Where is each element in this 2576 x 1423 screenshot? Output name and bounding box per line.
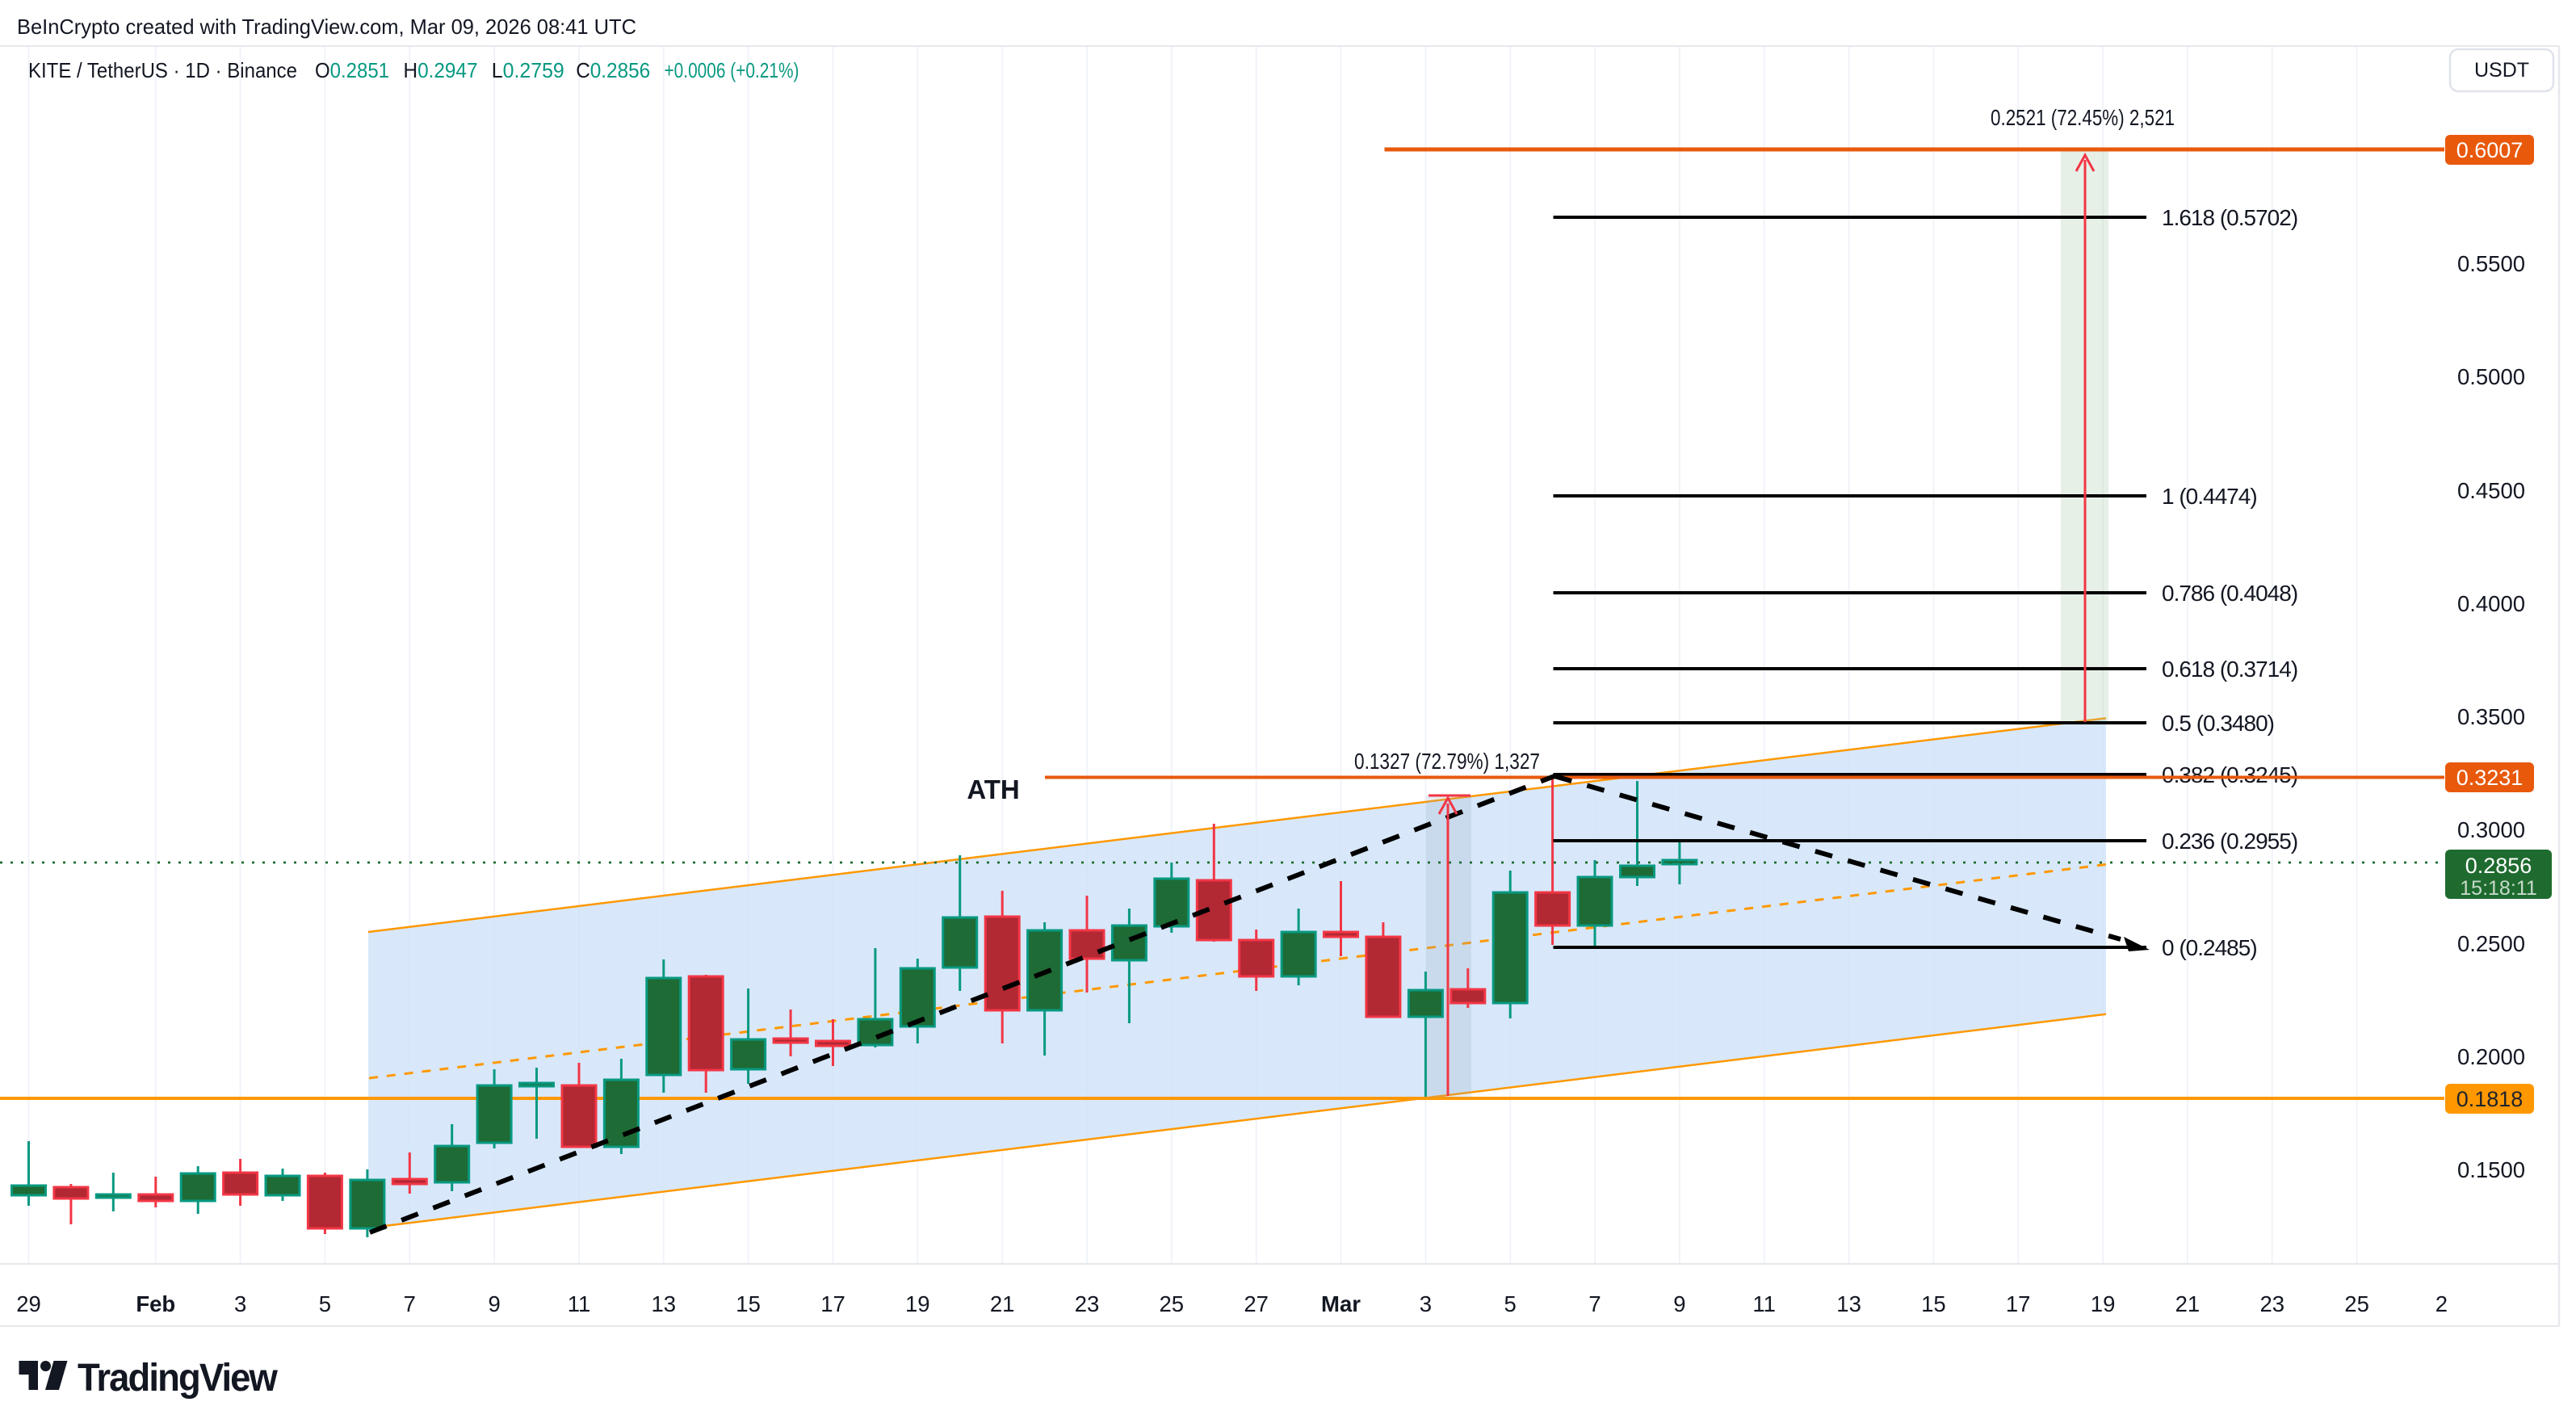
svg-text:15: 15 — [736, 1291, 761, 1316]
svg-text:25: 25 — [2344, 1291, 2369, 1316]
svg-text:0.4500: 0.4500 — [2457, 478, 2525, 503]
svg-text:0.1818: 0.1818 — [2456, 1087, 2524, 1111]
svg-text:11: 11 — [568, 1291, 591, 1316]
svg-text:0.236 (0.2955): 0.236 (0.2955) — [2162, 829, 2297, 854]
svg-text:0.4000: 0.4000 — [2457, 591, 2525, 616]
svg-text:0.2856: 0.2856 — [2465, 854, 2532, 878]
svg-text:1 (0.4474): 1 (0.4474) — [2162, 484, 2257, 509]
svg-text:7: 7 — [1588, 1291, 1601, 1316]
svg-text:27: 27 — [1244, 1291, 1269, 1316]
svg-text:13: 13 — [652, 1291, 677, 1316]
svg-text:0.786 (0.4048): 0.786 (0.4048) — [2162, 581, 2297, 606]
svg-text:5: 5 — [319, 1291, 331, 1316]
svg-text:+0.0006 (+0.21%): +0.0006 (+0.21%) — [665, 58, 799, 82]
svg-text:1.618 (0.5702): 1.618 (0.5702) — [2162, 205, 2297, 230]
svg-text:0.1500: 0.1500 — [2457, 1157, 2525, 1182]
svg-text:0.3500: 0.3500 — [2457, 704, 2525, 729]
svg-text:15: 15 — [1921, 1291, 1946, 1316]
svg-text:0.6007: 0.6007 — [2456, 138, 2524, 162]
svg-text:BeInCrypto created with Tradin: BeInCrypto created with TradingView.com,… — [17, 15, 636, 39]
svg-text:21: 21 — [2175, 1291, 2201, 1316]
svg-text:C0.2856: C0.2856 — [576, 58, 650, 82]
svg-text:H0.2947: H0.2947 — [404, 58, 478, 82]
svg-text:3: 3 — [1420, 1291, 1432, 1316]
svg-text:KITE / TetherUS · 1D · Binance: KITE / TetherUS · 1D · Binance — [28, 58, 297, 82]
svg-text:9: 9 — [488, 1291, 500, 1316]
svg-text:0.382 (0.3245): 0.382 (0.3245) — [2162, 762, 2297, 787]
svg-text:13: 13 — [1836, 1291, 1861, 1316]
svg-text:0.5500: 0.5500 — [2457, 251, 2525, 276]
svg-text:0.3000: 0.3000 — [2457, 817, 2525, 842]
svg-text:0.2500: 0.2500 — [2457, 931, 2525, 956]
svg-text:ATH: ATH — [967, 774, 1019, 804]
svg-text:25: 25 — [1160, 1291, 1185, 1316]
svg-text:5: 5 — [1504, 1291, 1517, 1316]
svg-text:USDT: USDT — [2474, 59, 2529, 82]
svg-text:15:18:11: 15:18:11 — [2460, 877, 2536, 900]
svg-text:21: 21 — [990, 1291, 1015, 1316]
svg-text:0.2521 (72.45%) 2,521: 0.2521 (72.45%) 2,521 — [1991, 105, 2175, 130]
svg-text:11: 11 — [1752, 1291, 1776, 1316]
svg-text:0.618 (0.3714): 0.618 (0.3714) — [2162, 657, 2297, 682]
svg-text:0.1327 (72.79%) 1,327: 0.1327 (72.79%) 1,327 — [1354, 749, 1540, 774]
svg-text:9: 9 — [1673, 1291, 1685, 1316]
svg-text:0.5 (0.3480): 0.5 (0.3480) — [2162, 711, 2274, 736]
svg-text:L0.2759: L0.2759 — [492, 58, 564, 82]
svg-text:0.5000: 0.5000 — [2457, 364, 2525, 389]
svg-text:TradingView: TradingView — [78, 1357, 279, 1400]
svg-text:0 (0.2485): 0 (0.2485) — [2162, 935, 2257, 960]
svg-text:0.3231: 0.3231 — [2456, 766, 2524, 790]
svg-text:7: 7 — [404, 1291, 416, 1316]
svg-text:19: 19 — [2091, 1291, 2116, 1316]
svg-text:2: 2 — [2435, 1291, 2448, 1316]
svg-text:23: 23 — [1075, 1291, 1100, 1316]
svg-text:17: 17 — [2006, 1291, 2031, 1316]
svg-text:29: 29 — [16, 1291, 41, 1316]
svg-text:19: 19 — [905, 1291, 930, 1316]
svg-text:Feb: Feb — [136, 1291, 175, 1316]
svg-text:17: 17 — [820, 1291, 845, 1316]
svg-text:Mar: Mar — [1321, 1291, 1361, 1316]
svg-text:O0.2851: O0.2851 — [315, 58, 389, 82]
svg-text:0.2000: 0.2000 — [2457, 1044, 2525, 1069]
svg-text:23: 23 — [2260, 1291, 2285, 1316]
svg-text:3: 3 — [234, 1291, 246, 1316]
